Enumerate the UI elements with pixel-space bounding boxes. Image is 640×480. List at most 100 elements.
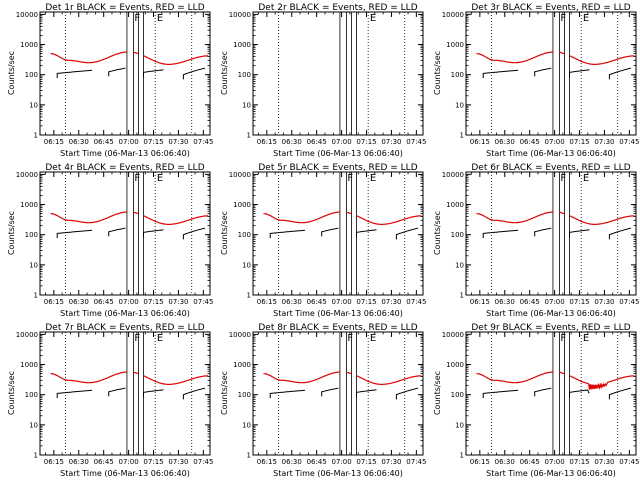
y-tick-label: 100 [25,71,38,79]
x-tick-label: 06:15 [44,138,64,146]
plot-frame [465,11,637,136]
plot-frame [39,331,211,456]
events-series-line [321,387,339,397]
data-gap-box [552,331,560,456]
y-tick-label: 100 [451,71,464,79]
y-tick-label: 1000 [446,361,464,369]
y-tick-label: 10000 [442,331,464,339]
flag-label: E [157,333,163,344]
x-tick-label: 07:30 [381,298,401,306]
flag-label: E [370,173,376,184]
y-tick-label: 100 [238,71,251,79]
x-tick-label: 07:30 [594,138,614,146]
x-tick-label: 06:15 [470,138,490,146]
events-series-line [269,389,306,399]
x-tick-label: 07:00 [119,458,139,466]
plot-frame [252,11,424,136]
events-series-line [356,389,377,397]
x-tick-label: 07:15 [143,458,163,466]
events-series-line [569,389,590,397]
y-axis-label: Counts/sec [220,371,229,415]
flag-label: F [560,13,566,24]
events-series-line [482,69,519,79]
data-gap-box [138,171,144,296]
plot-frame [39,171,211,296]
x-tick-label: 06:30 [495,298,515,306]
plot-frame [465,171,637,296]
y-tick-label: 1000 [446,201,464,209]
events-series-line [182,67,206,80]
panel-title: Det 3r BLACK = Events, RED = LLD [471,3,630,13]
x-tick-label: 06:30 [69,458,89,466]
y-tick-label: 1000 [446,41,464,49]
y-axis-label: Counts/sec [433,211,442,255]
x-tick-label: 07:00 [332,298,352,306]
x-tick-label: 07:45 [193,298,213,306]
x-tick-label: 07:00 [119,298,139,306]
panel-title: Det 8r BLACK = Events, RED = LLD [258,323,417,333]
x-tick-label: 06:45 [94,298,114,306]
x-tick-label: 07:00 [332,458,352,466]
events-series-line [108,227,126,237]
y-tick-label: 1 [247,132,251,140]
flag-label: E [583,173,589,184]
x-tick-label: 07:45 [619,138,639,146]
x-tick-label: 07:45 [619,298,639,306]
data-gap-box [564,171,570,296]
x-tick-label: 07:30 [381,138,401,146]
x-axis-label: Start Time (06-Mar-13 06:06:40) [60,309,190,318]
flag-label: E [370,13,376,24]
events-series-line [182,227,206,240]
data-gap-box [138,331,144,456]
y-tick-label: 1000 [233,41,251,49]
x-axis-label: Start Time (06-Mar-13 06:06:40) [60,469,190,478]
y-tick-label: 100 [238,231,251,239]
y-tick-label: 10000 [16,331,38,339]
y-tick-label: 10000 [229,331,251,339]
x-axis-label: Start Time (06-Mar-13 06:06:40) [486,469,616,478]
y-tick-label: 100 [451,231,464,239]
flag-label: F [134,13,140,24]
x-tick-label: 07:30 [168,138,188,146]
y-tick-label: 100 [238,391,251,399]
events-series-line [534,227,552,237]
events-series-line [143,69,164,77]
x-tick-label: 07:30 [168,298,188,306]
events-series-line [56,389,93,399]
x-tick-label: 06:30 [69,298,89,306]
x-tick-label: 06:15 [470,298,490,306]
plot-frame [465,331,637,456]
x-tick-label: 06:15 [257,138,277,146]
flag-label: E [583,333,589,344]
events-series-line [534,67,552,77]
x-tick-label: 06:30 [495,138,515,146]
x-tick-label: 07:15 [356,458,376,466]
panel-title: Det 5r BLACK = Events, RED = LLD [258,163,417,173]
data-gap-box [339,11,347,136]
events-series-line [569,229,590,237]
x-tick-label: 07:15 [143,138,163,146]
flag-label: F [560,333,566,344]
y-tick-label: 1 [247,452,251,460]
y-tick-label: 1000 [233,201,251,209]
data-gap-box [339,171,347,296]
x-tick-label: 07:15 [569,138,589,146]
events-series-line [321,227,339,237]
y-tick-label: 10 [455,261,464,269]
flag-label: F [347,333,353,344]
lld-series-line [476,211,635,225]
data-gap-box [351,11,357,136]
x-tick-label: 07:45 [406,458,426,466]
y-tick-label: 1000 [20,201,38,209]
y-tick-label: 10000 [442,11,464,19]
events-series-line [108,387,126,397]
x-tick-label: 07:30 [594,458,614,466]
y-tick-label: 10000 [16,171,38,179]
x-tick-label: 06:45 [307,298,327,306]
lld-series-line [263,371,422,385]
